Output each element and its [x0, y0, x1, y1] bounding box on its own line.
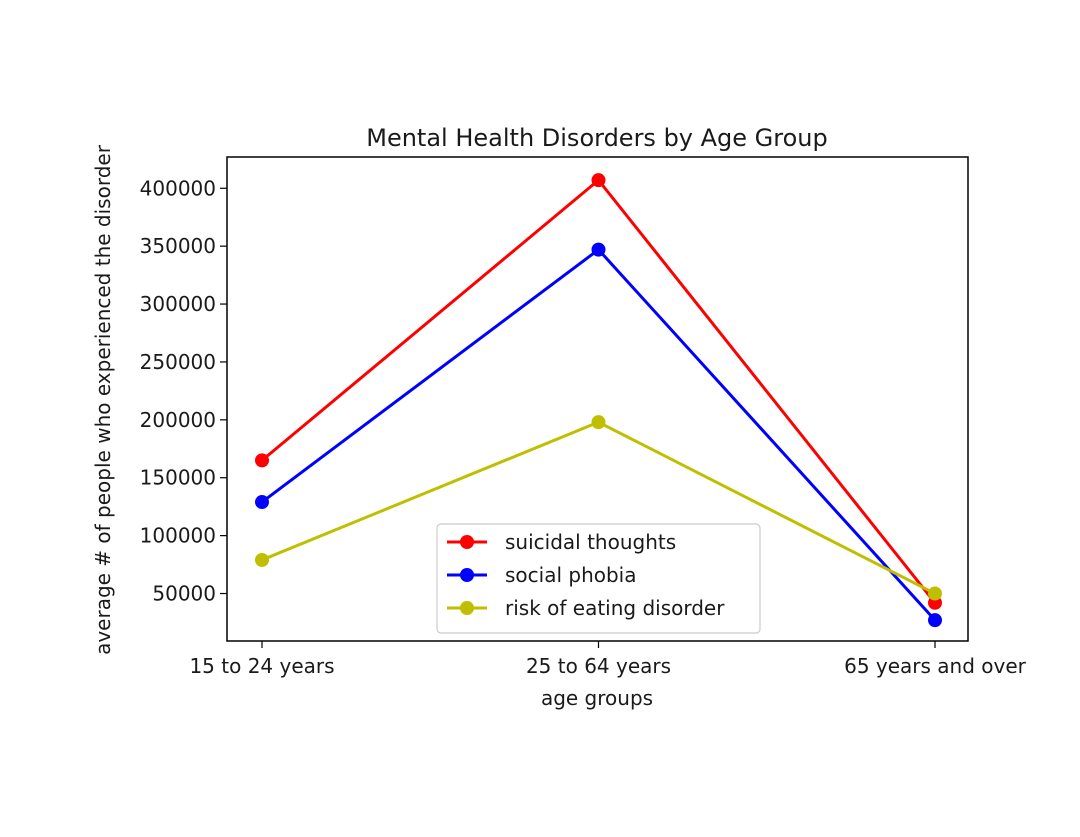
- series-risk-of-eating-disorder: [255, 415, 942, 601]
- legend-label: suicidal thoughts: [505, 530, 676, 554]
- legend-swatch-marker: [460, 568, 474, 582]
- y-tick-label: 100000: [140, 524, 216, 548]
- legend-item: suicidal thoughts: [447, 530, 676, 554]
- legend-swatch-marker: [460, 601, 474, 615]
- x-axis-label: age groups: [541, 686, 653, 710]
- data-point: [255, 552, 269, 567]
- x-tick-label: 65 years and over: [844, 654, 1027, 678]
- chart-title: Mental Health Disorders by Age Group: [366, 124, 828, 152]
- data-point: [928, 586, 942, 601]
- plot-frame: [226, 156, 969, 642]
- x-tick-label: 25 to 64 years: [526, 654, 671, 678]
- legend-box: [436, 523, 761, 634]
- legend: suicidal thoughts social phobia risk of ea…: [436, 523, 761, 634]
- y-tick-label: 400000: [140, 176, 216, 200]
- y-axis-label: average # of people who experienced the …: [91, 144, 115, 655]
- data-point: [928, 613, 942, 628]
- x-tick-label: 15 to 24 years: [189, 654, 334, 678]
- axes: 50000 100000 150000 200000 250000 300000 35000…: [140, 156, 1027, 678]
- y-tick-label: 300000: [140, 292, 216, 316]
- legend-label: social phobia: [505, 563, 637, 587]
- y-tick-label: 350000: [140, 234, 216, 258]
- y-tick-label: 50000: [152, 582, 216, 606]
- data-point: [255, 495, 269, 510]
- series-social-phobia: [255, 242, 942, 628]
- y-tick-label: 200000: [140, 408, 216, 432]
- data-point: [255, 453, 269, 468]
- y-tick-label: 250000: [140, 350, 216, 374]
- data-point: [591, 415, 606, 430]
- plot-area: [255, 173, 942, 628]
- legend-label: risk of eating disorder: [505, 596, 725, 620]
- legend-item: risk of eating disorder: [447, 596, 725, 620]
- legend-item: social phobia: [447, 563, 637, 587]
- data-point: [591, 242, 606, 257]
- data-point: [591, 173, 606, 188]
- y-tick-label: 150000: [140, 466, 216, 490]
- series-suicidal-thoughts: [255, 173, 942, 610]
- legend-swatch-marker: [460, 535, 474, 549]
